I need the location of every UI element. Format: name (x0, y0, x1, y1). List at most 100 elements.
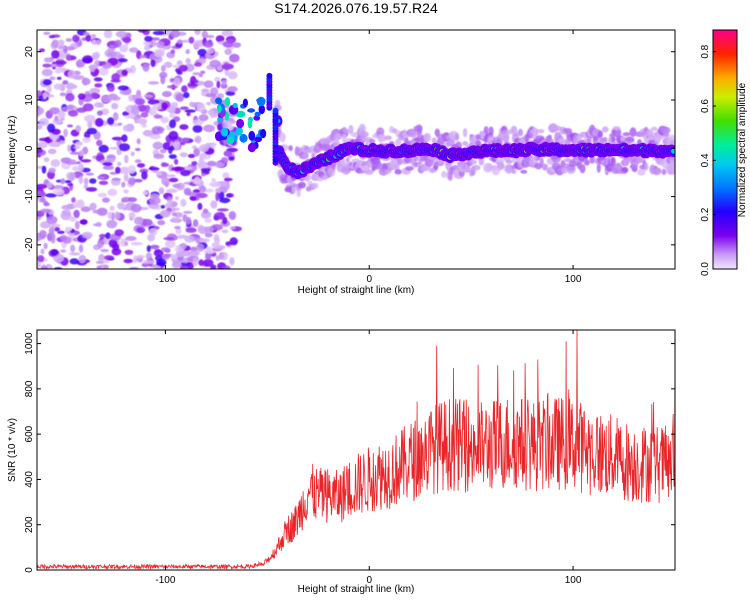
blob-speck (247, 142, 256, 153)
ridge-halo-speck (462, 128, 468, 138)
noise-speck (222, 172, 230, 179)
snr-x-ticks: -100 0 100 (155, 330, 582, 586)
ridge-halo-speck (517, 128, 524, 137)
noise-speck (172, 64, 182, 68)
noise-speck (145, 252, 153, 260)
noise-speck (109, 171, 118, 175)
noise-speck (142, 190, 149, 196)
x-tick-label: 0 (366, 575, 372, 586)
noise-speck (81, 77, 91, 86)
noise-speck (57, 110, 66, 119)
noise-speck (49, 76, 56, 81)
noise-speck (94, 68, 100, 75)
ridge-halo-speck (497, 161, 505, 171)
noise-speck (76, 161, 81, 165)
noise-speck (189, 195, 197, 201)
noise-speck (127, 165, 136, 174)
noise-speck (146, 245, 151, 253)
noise-speck (149, 196, 161, 205)
noise-speck (102, 165, 115, 170)
noise-speck (46, 85, 52, 93)
noise-speck (203, 188, 214, 193)
ridge-halo-speck (596, 162, 601, 173)
noise-speck (152, 141, 163, 150)
noise-speck (180, 169, 191, 177)
noise-speck (229, 53, 240, 63)
ridge-halo-speck (298, 181, 306, 189)
ridge-halo-speck (311, 182, 319, 189)
blob-speck (235, 126, 243, 136)
noise-speck (50, 142, 60, 147)
noise-speck (149, 133, 161, 140)
noise-speck (200, 168, 211, 172)
ridge-halo-speck (333, 133, 343, 140)
noise-speck (200, 70, 206, 75)
noise-speck (89, 87, 101, 94)
ridge-halo-speck (535, 129, 545, 134)
noise-speck (103, 30, 113, 39)
noise-speck (225, 90, 236, 96)
spectrogram-y-label: Frequency (Hz) (7, 116, 18, 185)
noise-speck (115, 30, 128, 38)
noise-speck (136, 163, 146, 168)
noise-speck (181, 85, 188, 93)
ridge-halo-speck (600, 137, 604, 144)
noise-speck (90, 33, 97, 39)
noise-speck (37, 255, 45, 263)
noise-speck (228, 71, 238, 80)
noise-speck (174, 196, 180, 201)
noise-speck (121, 69, 128, 76)
noise-speck (40, 248, 45, 255)
noise-speck (91, 52, 99, 60)
ridge-halo-speck (384, 135, 392, 141)
noise-speck (53, 253, 65, 263)
noise-speck (97, 239, 104, 248)
noise-speck (79, 149, 84, 157)
noise-speck (42, 92, 47, 100)
noise-speck (78, 163, 84, 172)
blob-speck (220, 127, 229, 137)
noise-speck (161, 65, 166, 72)
noise-speck (42, 79, 53, 86)
noise-speck (201, 173, 206, 177)
noise-speck (180, 106, 189, 110)
noise-speck (156, 258, 167, 267)
blob-speck (248, 130, 256, 141)
colorbar-tick-label: 0.6 (700, 99, 711, 113)
noise-speck (78, 244, 84, 253)
noise-speck (104, 49, 115, 58)
noise-speck (226, 193, 234, 198)
ridge-halo-speck (629, 127, 637, 138)
noise-speck (186, 111, 191, 117)
noise-speck (143, 94, 154, 98)
ridge-halo-speck (472, 164, 481, 171)
noise-speck (150, 58, 156, 68)
noise-speck (50, 226, 55, 230)
ridge-halo-speck (597, 130, 604, 138)
noise-speck (53, 83, 62, 90)
noise-speck (56, 76, 62, 80)
noise-speck (92, 223, 102, 227)
ridge-halo-speck (279, 132, 286, 143)
noise-speck (85, 172, 94, 176)
noise-speck (141, 171, 148, 180)
noise-speck (222, 120, 228, 130)
noise-speck (206, 48, 215, 54)
noise-speck (222, 265, 231, 269)
noise-speck (211, 242, 220, 249)
noise-speck (127, 177, 136, 186)
x-tick-label: 0 (366, 274, 372, 285)
ridge-halo-speck (291, 185, 297, 194)
noise-speck (199, 185, 207, 193)
noise-speck (95, 39, 102, 46)
spectrogram-x-ticks: -100 0 100 (155, 30, 582, 285)
noise-speck (106, 84, 115, 92)
noise-speck (192, 119, 204, 126)
noise-speck (68, 252, 81, 256)
noise-speck (96, 139, 103, 147)
ridge-halo-speck (620, 136, 627, 142)
ridge-halo-speck (364, 169, 374, 175)
noise-speck (75, 125, 81, 133)
noise-speck (37, 183, 47, 190)
